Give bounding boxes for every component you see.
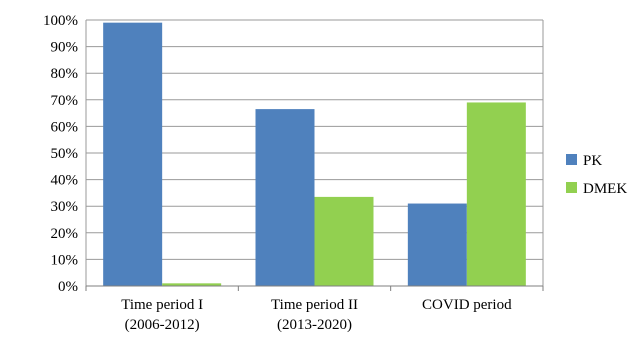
y-tick-label: 40%	[51, 173, 79, 189]
y-tick-label: 50%	[51, 146, 79, 162]
y-tick-label: 70%	[51, 93, 79, 109]
y-tick-label: 20%	[51, 226, 79, 242]
y-tick-label: 60%	[51, 119, 79, 135]
x-category-label: (2013-2020)	[277, 317, 352, 333]
bar-dmek-1	[162, 283, 222, 286]
x-axis-category-labels: Time period I (2006-2012) Time period II (2…	[121, 297, 512, 333]
y-tick-label: 0%	[58, 279, 78, 295]
y-tick-label: 10%	[51, 252, 79, 268]
x-category-label: Time period I	[121, 297, 203, 313]
y-tick-label: 100%	[43, 13, 78, 29]
y-tick-label: 30%	[51, 199, 79, 215]
y-tick-label: 90%	[51, 40, 79, 56]
legend-label-dmek: DMEK	[583, 181, 627, 197]
bar-dmek-2	[314, 196, 374, 286]
x-axis	[85, 285, 544, 291]
bars	[103, 22, 526, 287]
x-category-label: Time period II	[271, 297, 358, 313]
x-category-label: (2006-2012)	[125, 317, 200, 333]
bar-dmek-3	[466, 102, 526, 287]
y-axis-ticks: 0% 10% 20% 30% 40% 50% 60% 70% 80% 90% 100%	[43, 13, 78, 295]
bar-pk-2	[255, 109, 315, 286]
legend-swatch-dmek	[566, 182, 577, 193]
y-tick-label: 80%	[51, 66, 79, 82]
legend-swatch-pk	[566, 154, 577, 165]
x-category-label: COVID period	[422, 297, 512, 313]
bar-pk-1	[103, 22, 163, 286]
legend-label-pk: PK	[583, 153, 602, 169]
bar-pk-3	[407, 203, 467, 286]
legend: PK DMEK	[566, 153, 627, 197]
